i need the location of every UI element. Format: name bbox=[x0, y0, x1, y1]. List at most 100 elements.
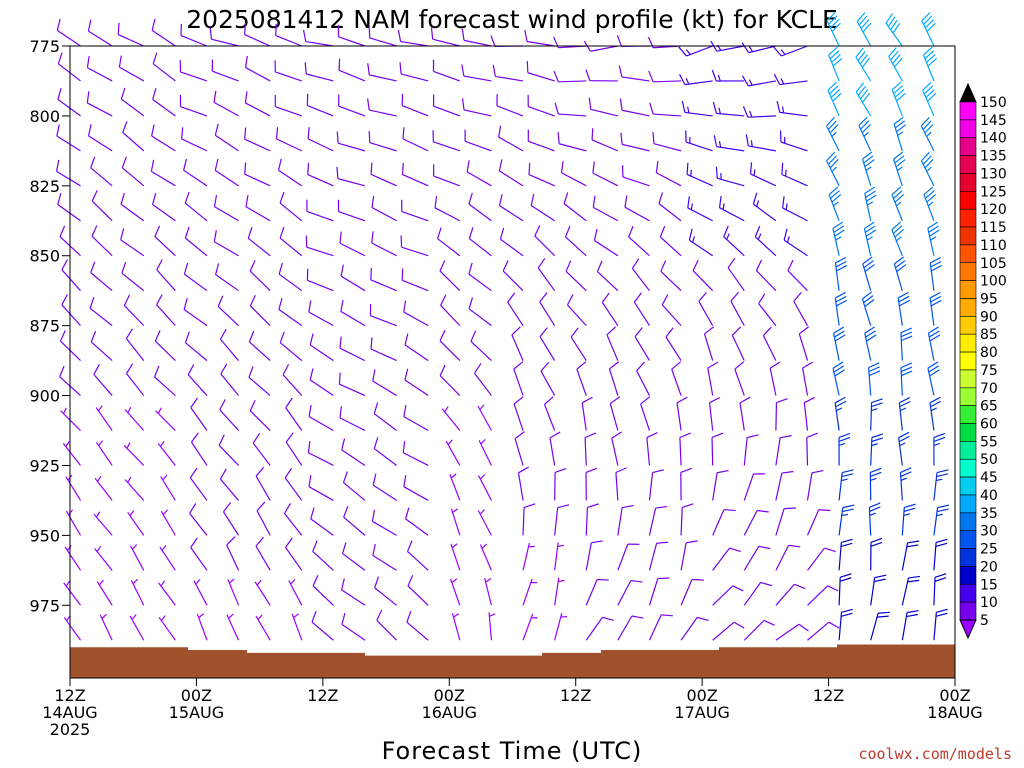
wind-barb-flag bbox=[565, 260, 572, 272]
wind-barb-staff bbox=[684, 111, 713, 117]
wind-barb-staff bbox=[730, 300, 745, 326]
wind-barb-flag bbox=[838, 436, 851, 443]
wind-barb-staff bbox=[309, 344, 334, 362]
wind-barb bbox=[158, 580, 176, 606]
wind-barb bbox=[189, 467, 208, 501]
wind-barb bbox=[743, 619, 775, 641]
wind-barb-staff bbox=[244, 138, 271, 152]
wind-barb bbox=[274, 94, 302, 117]
wind-barb-staff bbox=[278, 169, 303, 187]
wind-barb-staff bbox=[703, 333, 714, 361]
x-tick-label: 12Z bbox=[560, 686, 591, 705]
wind-barb-flag bbox=[754, 225, 761, 238]
wind-barb bbox=[248, 366, 271, 397]
wind-barb-staff bbox=[406, 621, 429, 641]
wind-barb-flag bbox=[798, 623, 809, 632]
wind-barb bbox=[368, 131, 397, 152]
wind-barb-flag bbox=[55, 159, 60, 172]
wind-barb-staff bbox=[65, 476, 82, 501]
wind-barb-flag bbox=[752, 192, 758, 205]
wind-barb-flag bbox=[858, 116, 868, 126]
wind-barb bbox=[679, 432, 691, 466]
wind-barb-staff bbox=[716, 45, 745, 52]
wind-barb bbox=[285, 537, 303, 571]
wind-barb bbox=[743, 581, 772, 606]
wind-barb bbox=[522, 578, 538, 606]
wind-barb-staff bbox=[680, 617, 698, 641]
wind-barb bbox=[703, 326, 715, 361]
wind-barb bbox=[585, 69, 618, 82]
wind-barb-flag bbox=[935, 612, 948, 617]
wind-barb-flag bbox=[891, 221, 902, 231]
wind-barb-staff bbox=[684, 80, 713, 86]
wind-barb bbox=[833, 326, 846, 361]
wind-barb-staff bbox=[609, 403, 619, 431]
wind-barb-staff bbox=[707, 367, 714, 396]
wind-barb-staff bbox=[585, 507, 589, 536]
wind-barb-staff bbox=[340, 310, 366, 327]
wind-barb-flag bbox=[189, 503, 197, 514]
wind-barb-flag bbox=[502, 260, 509, 272]
wind-barb bbox=[522, 613, 538, 641]
wind-barb-staff bbox=[893, 263, 903, 291]
wind-barb-staff bbox=[537, 267, 556, 292]
wind-barb bbox=[624, 195, 650, 222]
wind-barb-staff bbox=[621, 109, 650, 117]
wind-barb-flag bbox=[152, 52, 158, 65]
wind-barb-staff bbox=[307, 174, 334, 187]
wind-barb-flag bbox=[618, 65, 623, 78]
wind-barb-staff bbox=[215, 134, 239, 152]
wind-barb bbox=[511, 326, 524, 361]
wind-barb bbox=[798, 326, 810, 361]
wind-barb-staff bbox=[868, 367, 872, 396]
wind-barb-flag bbox=[343, 506, 349, 518]
wind-barb-staff bbox=[337, 178, 366, 187]
wind-barb-staff bbox=[554, 507, 559, 536]
wind-barb-flag bbox=[866, 194, 877, 202]
wind-barb-flag bbox=[245, 195, 249, 207]
wind-barb-staff bbox=[339, 242, 366, 257]
wind-barb bbox=[557, 132, 587, 152]
wind-barb-flag bbox=[829, 50, 840, 60]
wind-barb bbox=[304, 62, 334, 82]
wind-barb-staff bbox=[634, 336, 650, 361]
wind-barb-flag bbox=[835, 291, 846, 299]
wind-barb bbox=[585, 467, 598, 501]
wind-barb-staff bbox=[341, 623, 366, 641]
wind-barb-flag bbox=[219, 399, 226, 411]
wind-barb-staff bbox=[123, 445, 145, 466]
wind-barb-flag bbox=[244, 91, 248, 103]
wind-barb bbox=[366, 98, 397, 117]
wind-barb-staff bbox=[220, 373, 240, 396]
wind-barb bbox=[901, 503, 916, 536]
wind-barb bbox=[152, 88, 176, 117]
wind-barb-half-flag bbox=[160, 580, 166, 587]
wind-barb-staff bbox=[64, 546, 82, 571]
wind-barb bbox=[933, 504, 950, 536]
wind-barb-staff bbox=[151, 135, 176, 152]
wind-barb bbox=[499, 227, 524, 257]
wind-barb bbox=[870, 537, 883, 571]
wind-barb-half-flag bbox=[786, 236, 790, 243]
colorbar-swatch bbox=[959, 244, 977, 264]
wind-barb-staff bbox=[793, 300, 809, 326]
wind-barb-staff bbox=[56, 135, 81, 152]
wind-barb bbox=[513, 361, 524, 396]
wind-barb bbox=[611, 431, 622, 466]
wind-barb-staff bbox=[196, 613, 208, 641]
wind-barb-staff bbox=[897, 297, 903, 326]
wind-barb bbox=[834, 291, 848, 326]
colorbar-swatch bbox=[959, 316, 977, 335]
wind-barb-flag bbox=[906, 613, 919, 618]
wind-barb bbox=[401, 93, 429, 117]
wind-barb-staff bbox=[601, 302, 619, 326]
wind-barb-staff bbox=[256, 510, 271, 536]
wind-barb-half-flag bbox=[452, 508, 459, 513]
wind-barb bbox=[707, 361, 719, 396]
colorbar-label: 60 bbox=[980, 417, 998, 433]
wind-barb-flag bbox=[405, 507, 410, 520]
wind-barb-staff bbox=[369, 109, 397, 117]
wind-barb bbox=[340, 299, 366, 327]
colorbar-label: 100 bbox=[980, 274, 1007, 290]
wind-barb bbox=[474, 363, 492, 396]
